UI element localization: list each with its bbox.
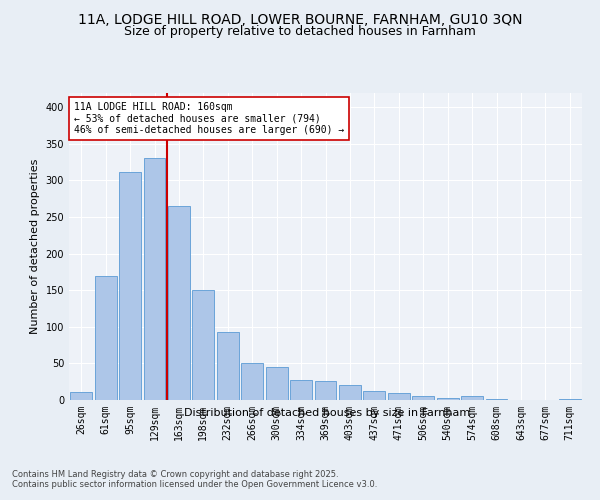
Bar — [266, 367, 287, 400]
Bar — [217, 332, 239, 400]
Bar — [314, 381, 337, 400]
Bar — [241, 364, 263, 400]
Bar — [193, 290, 214, 400]
Bar — [168, 206, 190, 400]
Bar — [339, 386, 361, 400]
Bar — [412, 396, 434, 400]
Text: Size of property relative to detached houses in Farnham: Size of property relative to detached ho… — [124, 25, 476, 38]
Text: Distribution of detached houses by size in Farnham: Distribution of detached houses by size … — [184, 408, 470, 418]
Text: 11A, LODGE HILL ROAD, LOWER BOURNE, FARNHAM, GU10 3QN: 11A, LODGE HILL ROAD, LOWER BOURNE, FARN… — [78, 12, 522, 26]
Text: 11A LODGE HILL ROAD: 160sqm
← 53% of detached houses are smaller (794)
46% of se: 11A LODGE HILL ROAD: 160sqm ← 53% of det… — [74, 102, 344, 135]
Bar — [95, 276, 116, 400]
Bar — [437, 398, 458, 400]
Bar — [388, 394, 410, 400]
Text: Contains HM Land Registry data © Crown copyright and database right 2025.
Contai: Contains HM Land Registry data © Crown c… — [12, 470, 377, 490]
Bar — [119, 172, 141, 400]
Bar — [290, 380, 312, 400]
Bar — [364, 391, 385, 400]
Y-axis label: Number of detached properties: Number of detached properties — [30, 158, 40, 334]
Bar — [461, 396, 483, 400]
Bar — [559, 398, 581, 400]
Bar — [70, 392, 92, 400]
Bar — [143, 158, 166, 400]
